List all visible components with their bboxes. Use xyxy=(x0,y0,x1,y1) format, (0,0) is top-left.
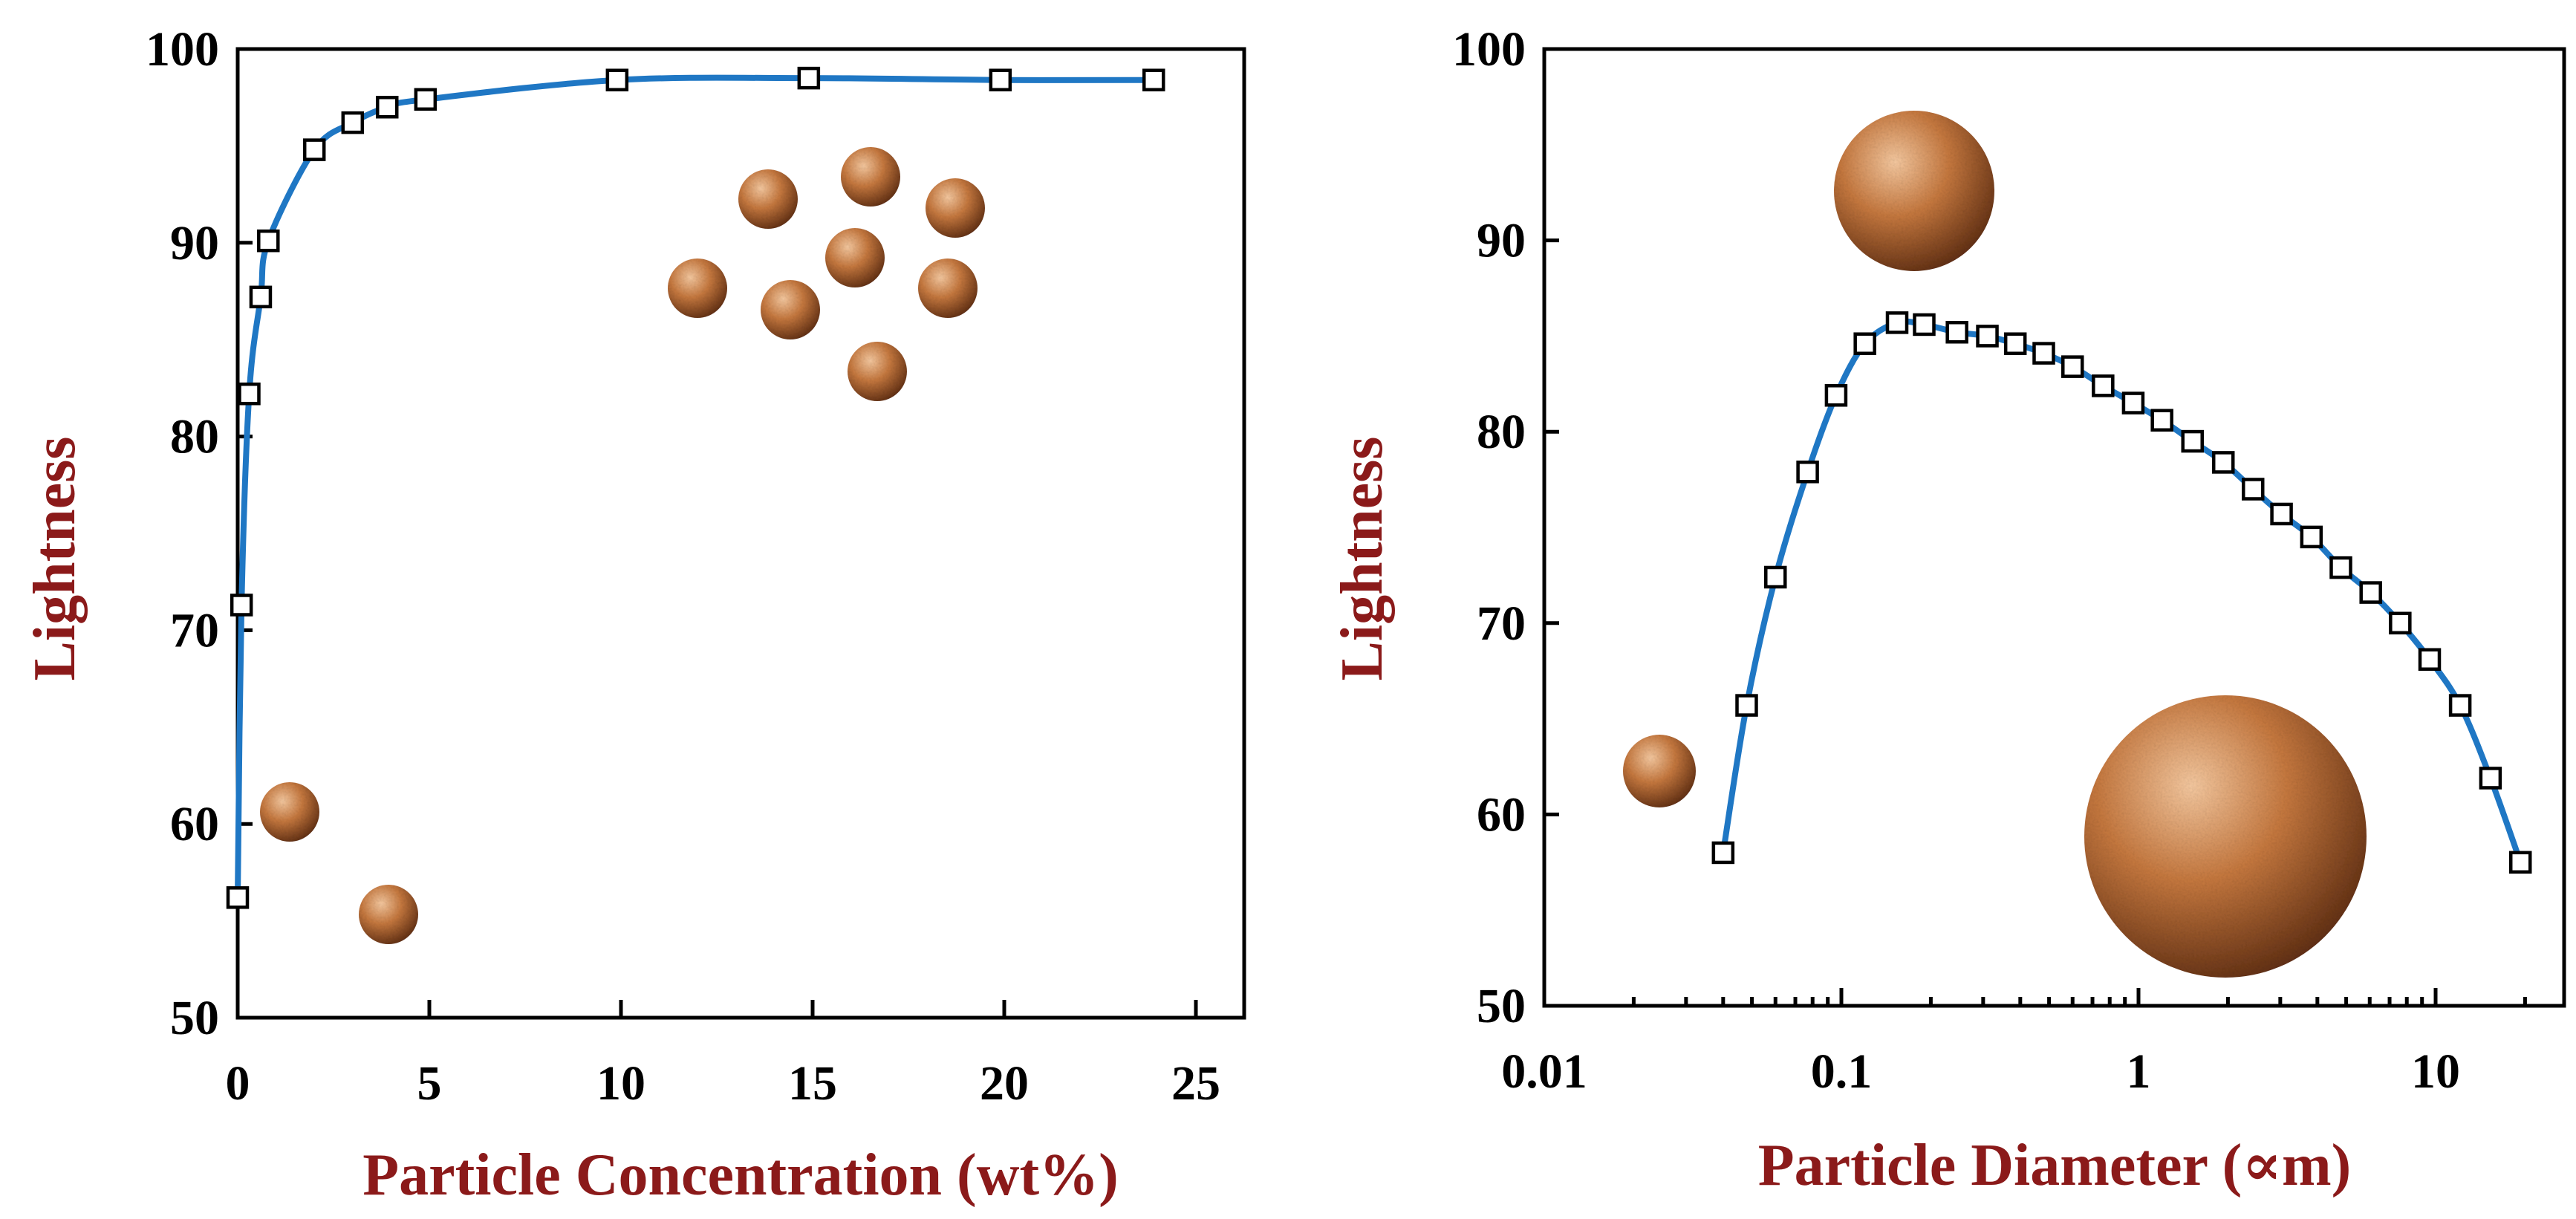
particle-sphere xyxy=(825,228,885,287)
x-tick-label: 0.01 xyxy=(1501,1044,1587,1099)
particle-sphere xyxy=(848,342,907,401)
data-point xyxy=(2061,355,2084,378)
y-tick-label: 80 xyxy=(1477,405,1526,459)
particle-decorations xyxy=(1623,111,2367,978)
tick-marks xyxy=(1542,47,2527,1008)
data-point xyxy=(230,594,253,617)
y-tick-label: 100 xyxy=(146,22,219,77)
plot-frame xyxy=(1542,47,2566,1008)
concentration-chart: 50 60 70 80 90 100 0 5 10 15 20 25 Particle Concent… xyxy=(22,22,1246,1208)
data-point xyxy=(1824,384,1848,407)
y-axis-title: Lightness xyxy=(22,437,88,681)
data-point xyxy=(2479,767,2502,790)
particle-sphere xyxy=(926,178,985,238)
x-tick-label: 5 xyxy=(417,1056,442,1111)
y-tick-label: 80 xyxy=(170,410,219,464)
x-axis-title: Particle Diameter (∝m) xyxy=(1758,1133,2352,1198)
particle-sphere-medium xyxy=(1834,111,1994,271)
data-point xyxy=(1853,332,1876,355)
x-tick-label: 15 xyxy=(788,1056,837,1111)
data-point xyxy=(1764,565,1787,589)
data-point xyxy=(302,138,326,161)
data-point xyxy=(1913,313,1936,337)
x-tick-label: 20 xyxy=(980,1056,1029,1111)
data-point xyxy=(2508,851,2532,874)
x-tick-label: 25 xyxy=(1171,1056,1220,1111)
data-point xyxy=(2329,556,2352,579)
series-line xyxy=(235,74,1157,901)
data-point xyxy=(414,88,438,111)
x-axis-title: Particle Concentration (wt%) xyxy=(362,1142,1118,1208)
data-point xyxy=(341,111,365,134)
particle-sphere xyxy=(738,169,798,229)
x-tick-label: 0 xyxy=(226,1056,250,1111)
data-point xyxy=(2389,611,2412,635)
particle-sphere xyxy=(668,259,727,318)
y-tick-label: 70 xyxy=(170,603,219,657)
data-point xyxy=(2032,342,2055,365)
tick-labels: 50 60 70 80 90 100 0.01 0.1 1 10 xyxy=(1452,22,2460,1099)
y-tick-label: 60 xyxy=(1477,787,1526,842)
data-point xyxy=(238,382,261,406)
data-point xyxy=(1142,68,1165,91)
y-tick-label: 50 xyxy=(1477,979,1526,1033)
data-markers xyxy=(1711,311,2532,874)
y-tick-label: 70 xyxy=(1477,597,1526,651)
x-tick-label: 0.1 xyxy=(1811,1044,1873,1099)
x-tick-label: 10 xyxy=(596,1056,645,1111)
data-point xyxy=(2270,502,2293,526)
particle-sphere-small xyxy=(1623,735,1696,807)
data-point xyxy=(1735,694,1758,717)
y-tick-label: 90 xyxy=(170,216,219,270)
y-tick-label: 100 xyxy=(1452,22,1526,77)
particle-sphere xyxy=(841,147,900,207)
data-point xyxy=(2418,648,2442,671)
data-point xyxy=(1796,461,1819,484)
data-point xyxy=(989,68,1012,91)
particle-sphere xyxy=(918,259,978,318)
data-point xyxy=(2150,409,2173,432)
data-point xyxy=(1711,841,1735,865)
y-tick-label: 90 xyxy=(1477,214,1526,268)
data-point xyxy=(2092,374,2115,397)
data-point xyxy=(2003,332,2027,355)
tick-marks xyxy=(235,47,1198,1020)
data-point xyxy=(249,285,273,309)
particle-sphere xyxy=(359,885,418,944)
data-point xyxy=(375,95,399,119)
particle-sphere xyxy=(260,782,319,842)
y-tick-label: 60 xyxy=(170,797,219,851)
data-markers xyxy=(226,66,1165,909)
data-point xyxy=(1976,325,1999,348)
data-point xyxy=(2300,525,2323,549)
data-point xyxy=(257,229,280,253)
data-point xyxy=(2448,694,2472,717)
x-tick-label: 10 xyxy=(2411,1044,2460,1099)
data-point xyxy=(2359,581,2382,604)
data-point xyxy=(1945,320,1968,344)
data-point xyxy=(2181,429,2204,453)
data-point xyxy=(2121,391,2145,415)
data-point xyxy=(226,886,250,909)
y-axis-title: Lightness xyxy=(1330,437,1395,681)
data-point xyxy=(2211,451,2235,474)
particle-decorations xyxy=(260,147,985,944)
data-point xyxy=(2241,478,2265,501)
data-point xyxy=(605,68,629,91)
data-point xyxy=(797,66,821,90)
data-point xyxy=(1885,311,1909,334)
particle-sphere xyxy=(761,280,820,339)
tick-labels: 50 60 70 80 90 100 0 5 10 15 20 25 xyxy=(146,22,1220,1111)
y-tick-label: 50 xyxy=(170,991,219,1045)
x-tick-label: 1 xyxy=(2127,1044,2151,1099)
diameter-chart: 50 60 70 80 90 100 0.01 0.1 1 10 Particle Diamete… xyxy=(1330,22,2566,1198)
particle-sphere-large xyxy=(2084,695,2367,978)
